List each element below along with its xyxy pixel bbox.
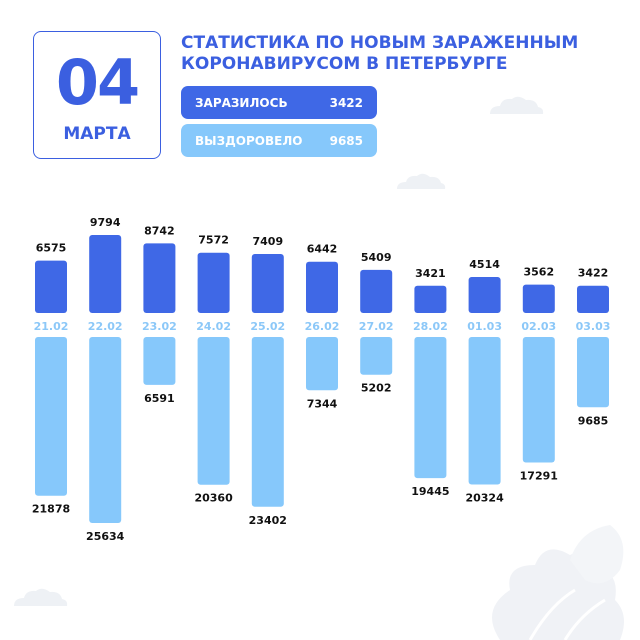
bar-recovered bbox=[360, 337, 393, 375]
value-label-recovered: 17291 bbox=[520, 469, 558, 482]
date-tick-label: 01.03 bbox=[467, 320, 502, 333]
bar-infected bbox=[197, 252, 230, 313]
value-label-infected: 3422 bbox=[578, 267, 609, 280]
bar-recovered bbox=[197, 337, 230, 485]
cloud-decoration-top-right bbox=[490, 96, 544, 114]
bar-recovered bbox=[468, 337, 501, 485]
bar-recovered bbox=[414, 337, 447, 479]
value-label-infected: 4514 bbox=[469, 258, 500, 271]
value-label-recovered: 5202 bbox=[361, 382, 392, 395]
bar-infected bbox=[143, 243, 176, 313]
legend-infected: ЗАРАЗИЛОСЬ 3422 bbox=[181, 86, 377, 119]
bar-recovered bbox=[577, 337, 609, 408]
value-label-infected: 9794 bbox=[90, 216, 121, 229]
value-label-recovered: 23402 bbox=[249, 514, 287, 527]
value-label-infected: 3421 bbox=[415, 267, 446, 280]
bar-recovered bbox=[143, 337, 176, 385]
date-tick-label: 24.02 bbox=[196, 320, 231, 333]
bar-infected bbox=[306, 261, 338, 313]
date-card: 04 МАРТА bbox=[33, 31, 161, 159]
value-label-recovered: 6591 bbox=[144, 392, 175, 405]
date-tick-label: 27.02 bbox=[359, 320, 394, 333]
date-tick-label: 03.03 bbox=[576, 320, 611, 333]
value-label-recovered: 7344 bbox=[307, 397, 338, 410]
leaf-decoration-bottom-right bbox=[492, 525, 624, 640]
cloud-decoration-mid-right bbox=[397, 173, 446, 189]
value-label-recovered: 25634 bbox=[86, 530, 125, 543]
date-tick-label: 21.02 bbox=[34, 320, 69, 333]
date-tick-label: 25.02 bbox=[250, 320, 285, 333]
value-label-recovered: 20360 bbox=[194, 492, 233, 505]
bar-infected bbox=[360, 269, 393, 313]
value-label-infected: 8742 bbox=[144, 224, 175, 237]
bar-infected bbox=[89, 235, 122, 313]
date-tick-label: 26.02 bbox=[305, 320, 340, 333]
legend-infected-label: ЗАРАЗИЛОСЬ bbox=[195, 95, 288, 110]
value-label-recovered: 21878 bbox=[32, 503, 70, 516]
legend-recovered: ВЫЗДОРОВЕЛО 9685 bbox=[181, 124, 377, 157]
date-day: 04 bbox=[55, 46, 140, 119]
legend-recovered-value: 9685 bbox=[329, 133, 363, 148]
bar-infected bbox=[522, 284, 555, 313]
value-label-infected: 7572 bbox=[198, 234, 229, 247]
bar-recovered bbox=[522, 337, 555, 463]
date-month: МАРТА bbox=[63, 124, 131, 144]
date-tick-label: 02.03 bbox=[521, 320, 556, 333]
value-label-infected: 3562 bbox=[523, 266, 554, 279]
chart-title: СТАТИСТИКА ПО НОВЫМ ЗАРАЖЕННЫМ КОРОНАВИР… bbox=[181, 33, 611, 75]
date-tick-label: 28.02 bbox=[413, 320, 448, 333]
bar-recovered bbox=[89, 337, 122, 523]
value-label-infected: 5409 bbox=[361, 251, 392, 264]
value-label-infected: 7409 bbox=[252, 235, 283, 248]
bar-infected bbox=[468, 277, 501, 313]
bar-recovered bbox=[251, 337, 284, 507]
bar-infected bbox=[414, 285, 447, 313]
legend-recovered-label: ВЫЗДОРОВЕЛО bbox=[195, 133, 303, 148]
value-label-recovered: 9685 bbox=[578, 414, 609, 427]
bar-infected bbox=[251, 253, 284, 313]
bar-infected bbox=[577, 285, 609, 313]
bar-infected bbox=[35, 260, 67, 313]
title-line-1: СТАТИСТИКА ПО НОВЫМ ЗАРАЖЕННЫМ bbox=[181, 33, 579, 53]
value-label-infected: 6442 bbox=[307, 243, 338, 256]
value-label-infected: 6575 bbox=[36, 242, 67, 255]
legend-infected-value: 3422 bbox=[329, 95, 363, 110]
cloud-decoration-bottom-left bbox=[14, 588, 68, 606]
date-tick-label: 23.02 bbox=[142, 320, 177, 333]
bar-recovered bbox=[306, 337, 338, 391]
value-label-recovered: 19445 bbox=[411, 485, 449, 498]
date-tick-label: 22.02 bbox=[88, 320, 123, 333]
value-label-recovered: 20324 bbox=[465, 491, 504, 504]
bar-recovered bbox=[35, 337, 67, 496]
title-line-2: КОРОНАВИРУСОМ В ПЕТЕРБУРГЕ bbox=[181, 54, 508, 74]
